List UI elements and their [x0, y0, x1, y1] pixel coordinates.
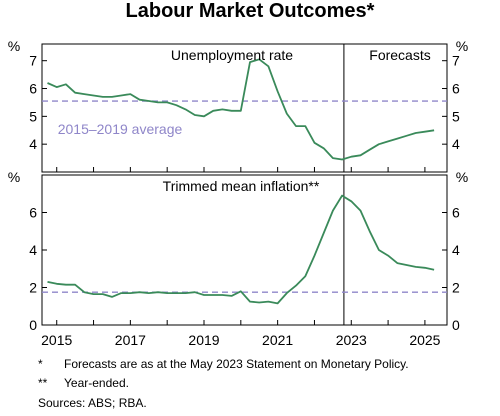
x-tick-label: 2015	[41, 332, 72, 348]
y-tick-label-left: 5	[29, 108, 37, 124]
y-tick-label-left: 4	[29, 242, 37, 258]
chart-title: Labour Market Outcomes*	[125, 0, 375, 22]
y-tick-label-left: 7	[29, 53, 37, 69]
x-tick-label: 2023	[336, 332, 367, 348]
y-tick-label-left: 6	[29, 205, 37, 221]
footnote-mark: *	[38, 357, 43, 371]
y-tick-label-left: 2	[29, 280, 37, 296]
y-tick-label-right: 0	[452, 317, 460, 333]
unemployment-panel: 4 4 5 5 6 6 7 7% % Unemployment rate Forecasts 2015…	[8, 38, 468, 173]
x-tick-label: 2017	[115, 332, 146, 348]
x-tick-label: 2019	[188, 332, 219, 348]
x-tick-label: 2021	[262, 332, 293, 348]
y-tick-label-right: 6	[452, 81, 460, 97]
unit-label-left: %	[8, 169, 20, 185]
chart: 4 4 5 5 6 6 7 7% % Unemployment rate Forecasts 2015…	[8, 38, 468, 348]
y-tick-label-right: 5	[452, 108, 460, 124]
y-tick-label-right: 4	[452, 242, 460, 258]
unit-label-right: %	[456, 169, 468, 185]
inflation-panel: 0 0 2 2 4 4 6 6% % Trimmed mean inflation** 2015 20…	[8, 169, 468, 348]
plot-frame	[41, 174, 448, 326]
footnote-text: Year-ended.	[64, 376, 129, 390]
y-tick-label-right: 7	[452, 53, 460, 69]
unit-label-right: %	[456, 38, 468, 54]
panel-title: Unemployment rate	[171, 47, 293, 63]
plot-frame	[41, 43, 448, 173]
y-tick-label-right: 2	[452, 280, 460, 296]
footnote-mark: **	[38, 376, 48, 390]
y-tick-label-right: 6	[452, 205, 460, 221]
footnote-text: Forecasts are as at the May 2023 Stateme…	[64, 357, 409, 371]
sources-note: Sources: ABS; RBA.	[38, 396, 147, 410]
series-line	[47, 58, 435, 161]
forecast-label: Forecasts	[369, 47, 430, 63]
y-tick-label-left: 6	[29, 81, 37, 97]
x-tick-label: 2025	[409, 332, 440, 348]
y-tick-label-left: 4	[29, 136, 37, 152]
y-tick-label-left: 0	[29, 317, 37, 333]
panel-title: Trimmed mean inflation**	[163, 178, 320, 194]
unit-label-left: %	[8, 38, 20, 54]
average-label: 2015–2019 average	[58, 121, 183, 137]
y-tick-label-right: 4	[452, 136, 460, 152]
series-line	[47, 194, 435, 305]
